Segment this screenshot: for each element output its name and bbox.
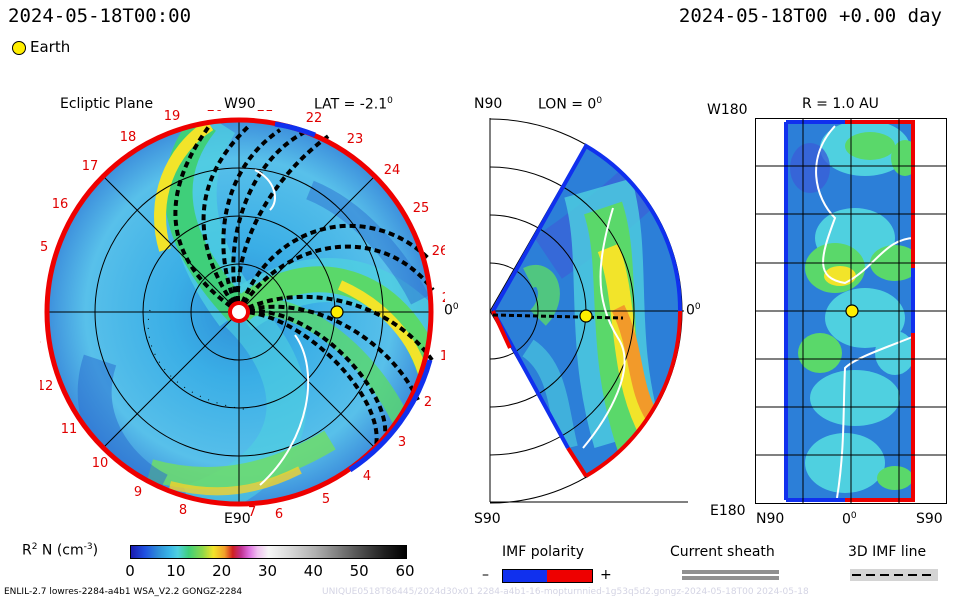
footer-run-id: UNIQUE0518T86445/2024d30x01 2284-a4b1-16… (322, 587, 809, 597)
car-16: 16 (52, 197, 69, 212)
car-13: 13 (40, 334, 41, 349)
ecliptic-w90: W90 (224, 96, 256, 112)
cylindrical-w180: W180 (707, 102, 748, 118)
car-20: 20 (207, 110, 224, 115)
meridional-lon: LON = 00 (538, 96, 603, 113)
car-7: 7 (248, 505, 257, 520)
colorbar-label: R2 N (cm-3) (22, 542, 99, 559)
imf-negative-swatch (502, 569, 549, 583)
car-21: 21 (257, 110, 274, 115)
ecliptic-plane-panel: 1 2 3 4 5 6 8 9 10 11 12 13 14 15 16 17 … (40, 110, 445, 520)
car-10: 10 (92, 456, 109, 471)
earth-marker-icon-cylindrical (845, 304, 859, 318)
imf-plus: + (600, 567, 612, 583)
current-sheath-swatch (682, 569, 779, 581)
colorbar-tick-40: 40 (303, 562, 323, 580)
colorbar-tick-20: 20 (212, 562, 232, 580)
colorbar-tick-30: 30 (257, 562, 278, 580)
meridional-s90: S90 (474, 511, 501, 527)
cylindrical-n90: N90 (756, 511, 785, 527)
car-26: 26 (432, 244, 445, 259)
meridional-panel (489, 118, 688, 504)
car-25: 25 (413, 201, 430, 216)
car-5: 5 (322, 492, 330, 507)
ecliptic-title: Ecliptic Plane (60, 96, 154, 112)
car-4: 4 (363, 469, 371, 484)
car-9: 9 (134, 485, 142, 500)
imf-polarity-title: IMF polarity (502, 544, 585, 560)
earth-legend-icon (12, 41, 26, 55)
earth-legend-label: Earth (30, 38, 71, 56)
polarity-ring (44, 117, 434, 507)
cylindrical-r: R = 1.0 AU (802, 96, 879, 112)
meridional-zero: 00 (686, 302, 701, 319)
time-left: 2024-05-18T00:00 (8, 5, 192, 27)
current-sheath (254, 169, 310, 486)
car-11: 11 (61, 422, 78, 437)
car-12: 12 (40, 379, 53, 394)
imf3d-swatch (850, 569, 938, 581)
colorbar-tick-0: 0 (125, 562, 135, 580)
earth-marker-icon (330, 305, 344, 319)
ecliptic-lat: LAT = -2.10 (314, 96, 393, 113)
car-15: 15 (40, 240, 48, 255)
car-2: 2 (424, 395, 432, 410)
colorbar-tick-60: 60 (395, 562, 415, 580)
car-17: 17 (82, 159, 99, 174)
sun-icon (228, 301, 250, 323)
ecliptic-zero: 00 (444, 302, 459, 319)
imf3d-title: 3D IMF line (848, 544, 927, 560)
cylindrical-s90: S90 (916, 511, 943, 527)
car-27: 27 (442, 291, 445, 306)
imf-positive-swatch (547, 569, 593, 583)
car-19: 19 (164, 110, 181, 124)
cylindrical-e180: E180 (710, 503, 746, 519)
car-23: 23 (347, 132, 364, 147)
colorbar-tick-10: 10 (166, 562, 186, 580)
colorbar-gradient (130, 545, 407, 559)
time-right: 2024-05-18T00 +0.00 day (678, 5, 942, 27)
car-24: 24 (384, 163, 401, 178)
car-18: 18 (120, 130, 137, 145)
car-3: 3 (398, 435, 406, 450)
meridional-n90: N90 (474, 96, 503, 112)
car-8: 8 (179, 503, 187, 518)
car-22: 22 (306, 111, 323, 126)
imf-field-lines (173, 123, 435, 451)
earth-marker-icon-meridional (579, 309, 593, 323)
imf-minus: – (482, 567, 489, 583)
current-sheath-title: Current sheath (670, 544, 775, 560)
footer-model: ENLIL-2.7 lowres-2284-a4b1 WSA_V2.2 GONG… (4, 587, 243, 597)
car-6: 6 (275, 507, 283, 520)
car-1: 1 (440, 349, 445, 364)
cylindrical-zero: 00 (842, 511, 857, 528)
carrington-labels: 1 2 3 4 5 6 8 9 10 11 12 13 14 15 16 17 … (40, 110, 445, 520)
ecliptic-e90: E90 (224, 511, 251, 527)
cylindrical-panel: 14 15 16 17 18 19 20 21 22 23 24 25 26 2… (755, 118, 947, 504)
colorbar-tick-50: 50 (349, 562, 369, 580)
